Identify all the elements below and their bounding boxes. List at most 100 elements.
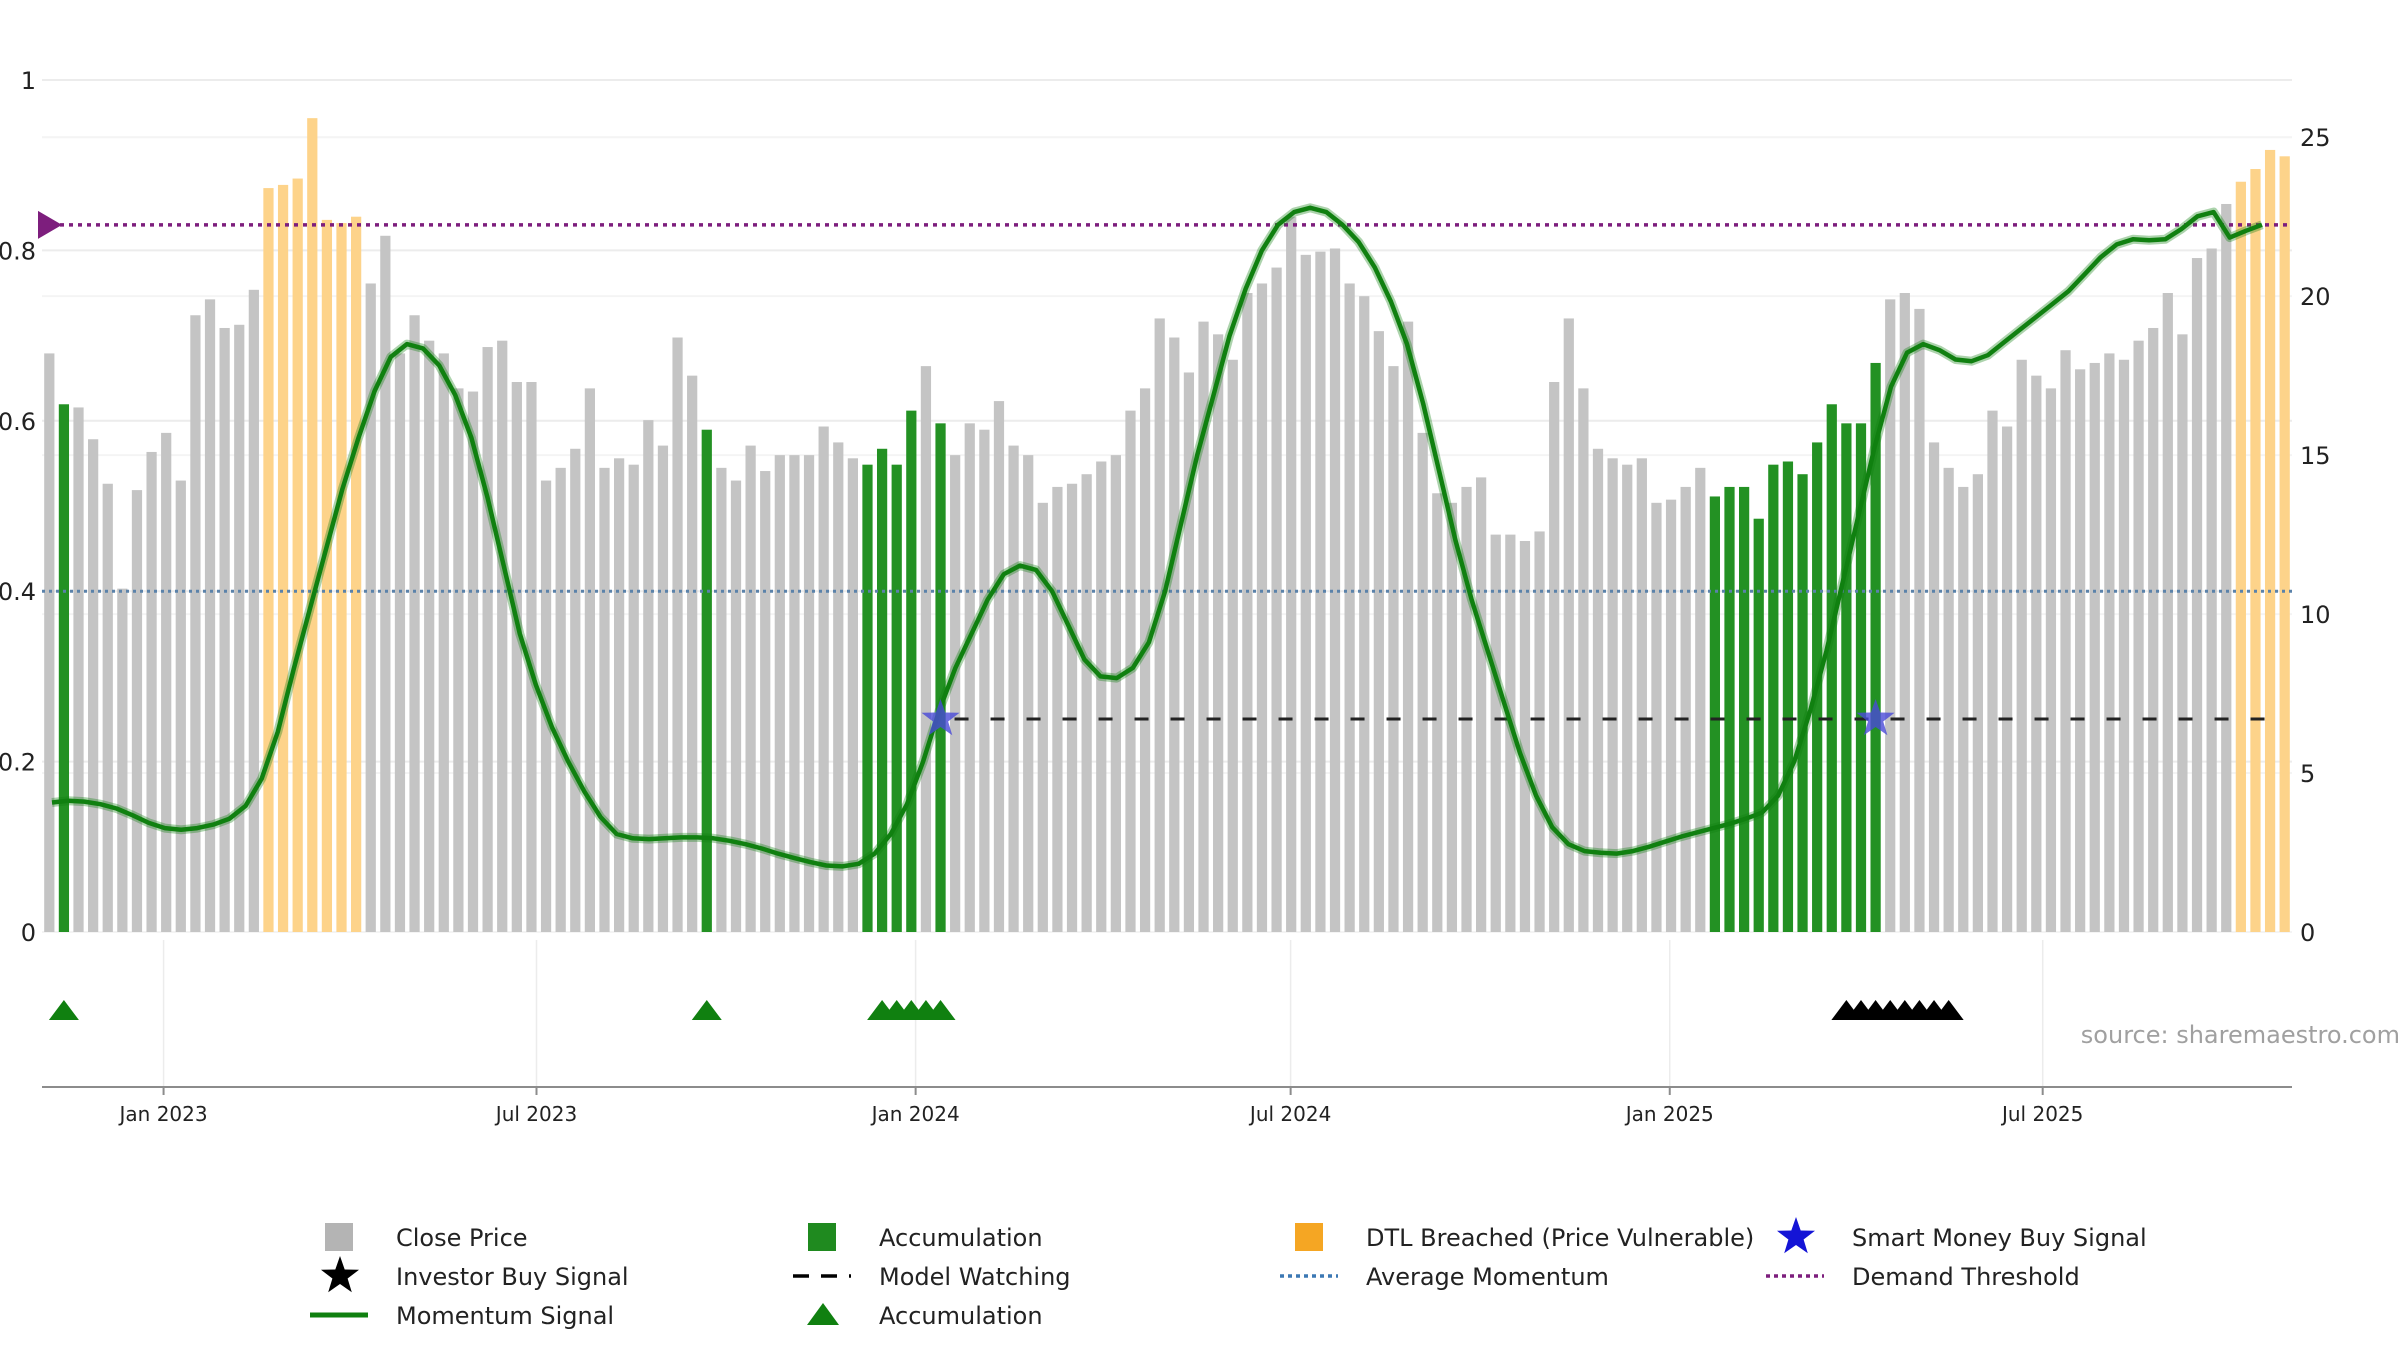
bar-close-70 — [1066, 483, 1078, 932]
bar-close-137 — [2045, 388, 2057, 932]
accumulation-triangle-6 — [925, 1000, 956, 1020]
bar-close-12 — [219, 327, 230, 932]
bar-close-113 — [1695, 467, 1706, 932]
bar-close-9 — [175, 480, 186, 932]
bar-close-86 — [1300, 254, 1311, 932]
bar-close-37 — [584, 388, 596, 932]
bar-close-111 — [1665, 499, 1677, 932]
bar-close-27 — [438, 353, 449, 933]
left-tick-4: 0.8 — [0, 237, 36, 265]
bar-accumulation-117 — [1753, 518, 1764, 932]
bar-close-136 — [2031, 375, 2042, 932]
bar-close-148 — [2206, 248, 2217, 932]
bar-accumulation-120 — [1797, 474, 1808, 932]
bar-close-82 — [1242, 293, 1253, 932]
demand-threshold-marker — [38, 210, 62, 239]
bar-close-46 — [716, 467, 727, 932]
bar-close-81 — [1227, 359, 1238, 932]
bar-close-139 — [2075, 369, 2086, 933]
legend-star-investor — [321, 1256, 359, 1293]
bar-close-146 — [2177, 334, 2188, 932]
x-tick-label-1: Jul 2023 — [494, 1102, 577, 1126]
legend-item-dtl: DTL Breached (Price Vulnerable) — [1295, 1223, 1754, 1252]
bar-close-85 — [1286, 216, 1297, 933]
x-tick-label-0: Jan 2023 — [118, 1102, 208, 1126]
bar-close-73 — [1110, 455, 1121, 932]
bar-close-69 — [1052, 486, 1063, 932]
bar-close-7 — [146, 451, 157, 932]
bar-close-135 — [2016, 359, 2027, 932]
bar-close-65 — [993, 401, 1005, 932]
bar-close-127 — [1899, 293, 1910, 932]
bar-close-52 — [803, 455, 815, 932]
bar-close-63 — [964, 423, 975, 932]
bar-close-145 — [2162, 293, 2173, 932]
legend-label-watching: Model Watching — [879, 1263, 1071, 1291]
bar-dtl-150 — [2235, 181, 2246, 933]
legend-swatch-accum_bar — [808, 1223, 836, 1251]
legend-label-accum_bar: Accumulation — [879, 1224, 1043, 1252]
legend-item-momentum: Momentum Signal — [310, 1302, 614, 1330]
bar-close-149 — [2221, 203, 2232, 932]
bar-close-35 — [555, 467, 566, 932]
bar-accumulation-56 — [862, 464, 873, 932]
momentum-signal-line — [51, 205, 2263, 869]
bar-close-100 — [1505, 534, 1516, 932]
bar-close-43 — [672, 337, 683, 933]
bar-close-22 — [365, 283, 376, 933]
bar-close-104 — [1563, 318, 1574, 932]
bar-close-90 — [1359, 296, 1370, 933]
bar-close-68 — [1037, 502, 1048, 932]
bar-accumulation-59 — [906, 410, 917, 933]
bar-close-83 — [1256, 283, 1268, 933]
left-tick-1: 0.2 — [0, 749, 36, 777]
left-tick-3: 0.6 — [0, 408, 36, 436]
bar-close-93 — [1402, 321, 1414, 932]
legend-label-close: Close Price — [396, 1224, 528, 1252]
legend-item-avg: Average Momentum — [1280, 1263, 1609, 1291]
bar-close-24 — [394, 353, 406, 933]
bar-close-33 — [526, 382, 537, 933]
bar-accumulation-61 — [935, 423, 946, 932]
bar-accumulation-123 — [1841, 423, 1852, 932]
bar-close-64 — [979, 429, 990, 932]
bar-close-143 — [2133, 340, 2144, 933]
bar-close-72 — [1096, 461, 1107, 932]
bar-dtl-19 — [321, 219, 333, 932]
bar-close-92 — [1388, 366, 1399, 933]
accumulation-triangle-1 — [691, 1000, 722, 1020]
bar-dtl-15 — [263, 188, 274, 933]
legend-swatch-close — [325, 1223, 353, 1251]
bar-close-88 — [1329, 248, 1341, 932]
legend: Close Price Accumulation DTL Breached (Pri… — [310, 1217, 2147, 1330]
bar-accumulation-124 — [1855, 423, 1867, 932]
bar-close-50 — [774, 455, 785, 932]
bar-dtl-152 — [2264, 149, 2276, 932]
legend-item-close: Close Price — [325, 1223, 528, 1252]
bar-close-49 — [760, 471, 771, 932]
bar-close-142 — [2118, 359, 2130, 932]
bars-layer — [44, 118, 2290, 933]
bar-close-2 — [73, 407, 84, 932]
bar-accumulation-58 — [891, 464, 902, 932]
bar-accumulation-114 — [1709, 496, 1721, 932]
bar-dtl-21 — [351, 216, 362, 933]
bar-close-138 — [2060, 350, 2071, 932]
legend-item-demand: Demand Threshold — [1766, 1263, 2080, 1291]
bar-accumulation-57 — [876, 448, 888, 932]
bar-close-130 — [1943, 467, 1954, 932]
bar-accumulation-115 — [1724, 486, 1735, 932]
bar-close-6 — [131, 490, 143, 932]
legend-label-investor: Investor Buy Signal — [396, 1263, 629, 1291]
bar-close-54 — [833, 442, 844, 932]
bar-close-78 — [1183, 372, 1195, 932]
bar-close-5 — [117, 588, 128, 932]
bar-dtl-151 — [2250, 169, 2261, 933]
bar-close-79 — [1198, 321, 1209, 932]
right-tick-3: 15 — [2300, 442, 2331, 470]
legend-label-dtl: DTL Breached (Price Vulnerable) — [1366, 1224, 1754, 1252]
investor-triangle-7 — [1933, 1000, 1964, 1020]
legend-item-investor: Investor Buy Signal — [321, 1256, 629, 1293]
